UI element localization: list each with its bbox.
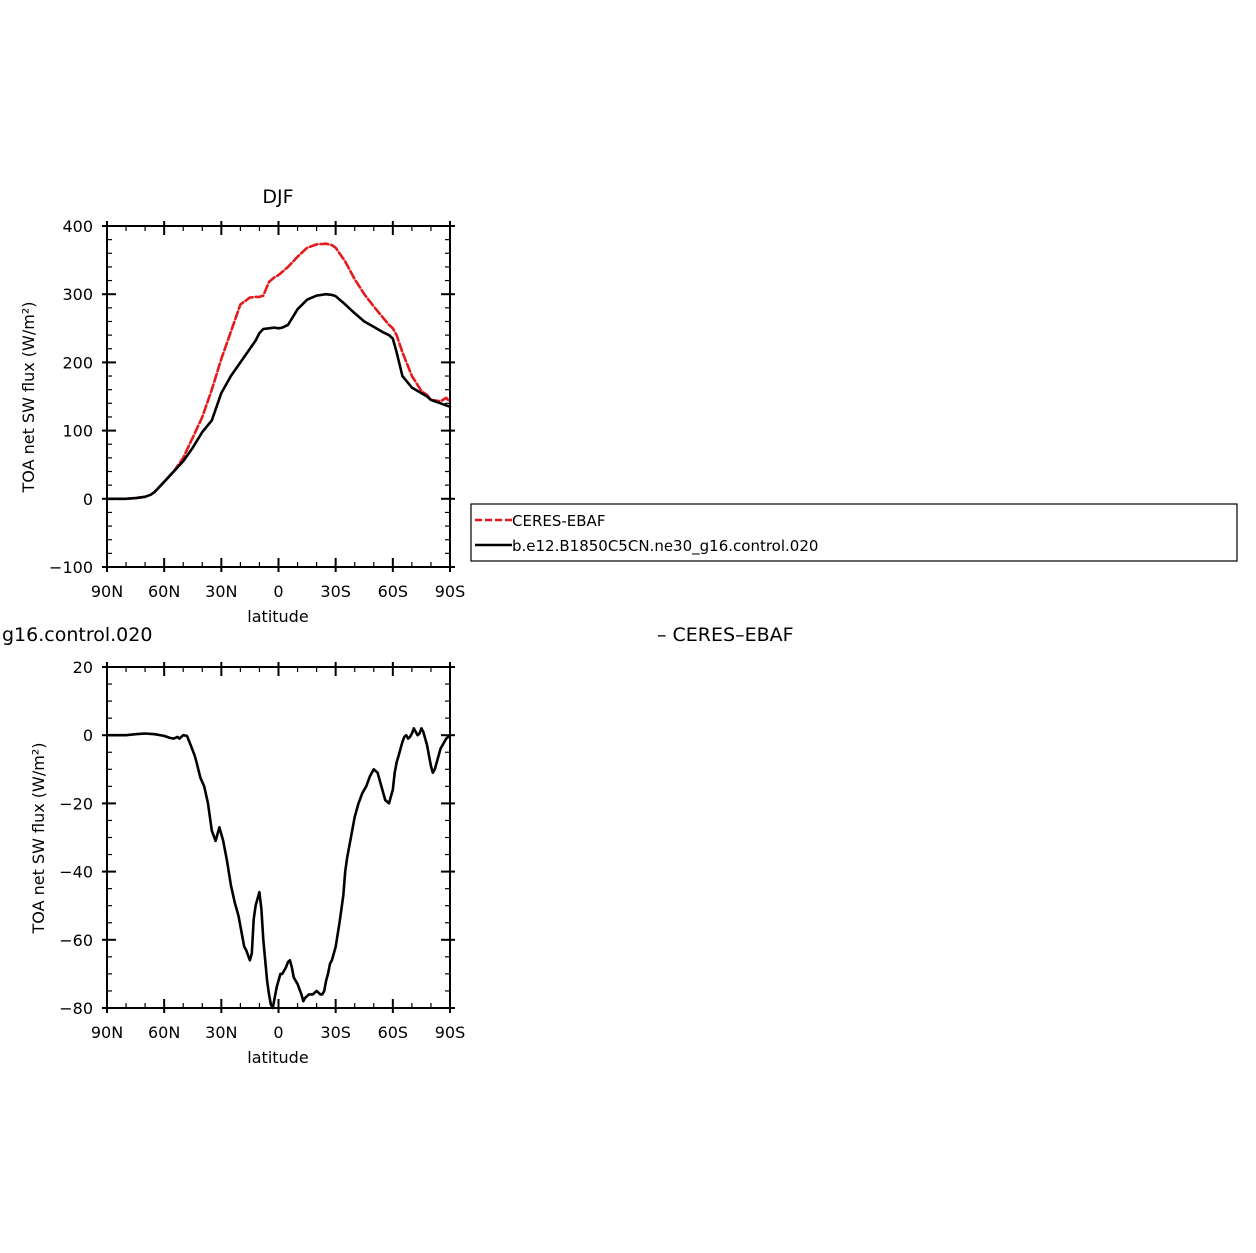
bottom-x-tick-label: 60N: [148, 1023, 180, 1042]
top-x-tick-label: 60S: [378, 582, 409, 601]
bottom-x-tick-label: 30S: [320, 1023, 351, 1042]
legend-label-ceres: CERES-EBAF: [512, 512, 605, 530]
bottom-panel-title-left: g16.control.020: [2, 624, 152, 646]
bottom-x-tick-label: 60S: [378, 1023, 409, 1042]
legend: CERES-EBAF b.e12.B1850C5CN.ne30_g16.cont…: [470, 503, 1238, 562]
top-series-line-0: [105, 242, 452, 501]
bottom-plot-frame: [106, 666, 451, 1009]
bottom-y-tick-label: −40: [59, 863, 93, 882]
top-y-tick-label: −100: [49, 558, 93, 577]
top-x-tick-label: 30N: [205, 582, 237, 601]
bottom-x-tick-label: 90N: [91, 1023, 123, 1042]
bottom-x-tick-label: 30N: [205, 1023, 237, 1042]
top-x-tick-label: 90N: [91, 582, 123, 601]
top-y-tick-label: 300: [62, 285, 93, 304]
bottom-x-tick-label: 0: [273, 1023, 283, 1042]
top-y-tick-label: 100: [62, 422, 93, 441]
bottom-y-tick-label: −20: [59, 794, 93, 813]
bottom-y-tick-label: −60: [59, 931, 93, 950]
top-panel-title: DJF: [262, 186, 293, 208]
top-y-tick-label: 0: [83, 490, 93, 509]
top-y-tick-label: 400: [62, 217, 93, 236]
top-x-tick-label: 60N: [148, 582, 180, 601]
top-x-tick-label: 90S: [435, 582, 466, 601]
legend-label-model: b.e12.B1850C5CN.ne30_g16.control.020: [512, 537, 818, 556]
bottom-panel-y-axis-label: TOA net SW flux (W/m²): [29, 743, 48, 935]
top-panel-y-axis-label: TOA net SW flux (W/m²): [19, 302, 38, 494]
bottom-panel: g16.control.020 – CERES–EBAF TOA net SW …: [2, 624, 794, 1067]
bottom-panel-x-axis-label: latitude: [247, 1048, 308, 1067]
top-series-line-1: [105, 292, 452, 501]
top-panel-x-axis-label: latitude: [247, 607, 308, 626]
top-x-tick-label: 30S: [320, 582, 351, 601]
top-plot-frame: [106, 225, 451, 568]
top-panel: DJF TOA net SW flux (W/m²) latitude 90N 6…: [19, 186, 465, 626]
bottom-panel-title-right: – CERES–EBAF: [657, 624, 794, 646]
bottom-x-tick-label: 90S: [435, 1023, 466, 1042]
top-y-tick-label: 200: [62, 353, 93, 372]
bottom-y-tick-label: 0: [83, 726, 93, 745]
top-panel-plot-area: 90N 60N 30N 0 30S 60S 90S −100 0 100 200 300 400: [49, 217, 465, 601]
top-x-tick-label: 0: [273, 582, 283, 601]
bottom-series-line-0: [105, 727, 452, 1010]
legend-box: [470, 503, 1238, 562]
bottom-y-tick-label: −80: [59, 999, 93, 1018]
bottom-y-tick-label: 20: [73, 658, 93, 677]
bottom-panel-plot-area: 90N 60N 30N 0 30S 60S 90S −80 −60 −40 −20 0 20: [59, 658, 465, 1042]
